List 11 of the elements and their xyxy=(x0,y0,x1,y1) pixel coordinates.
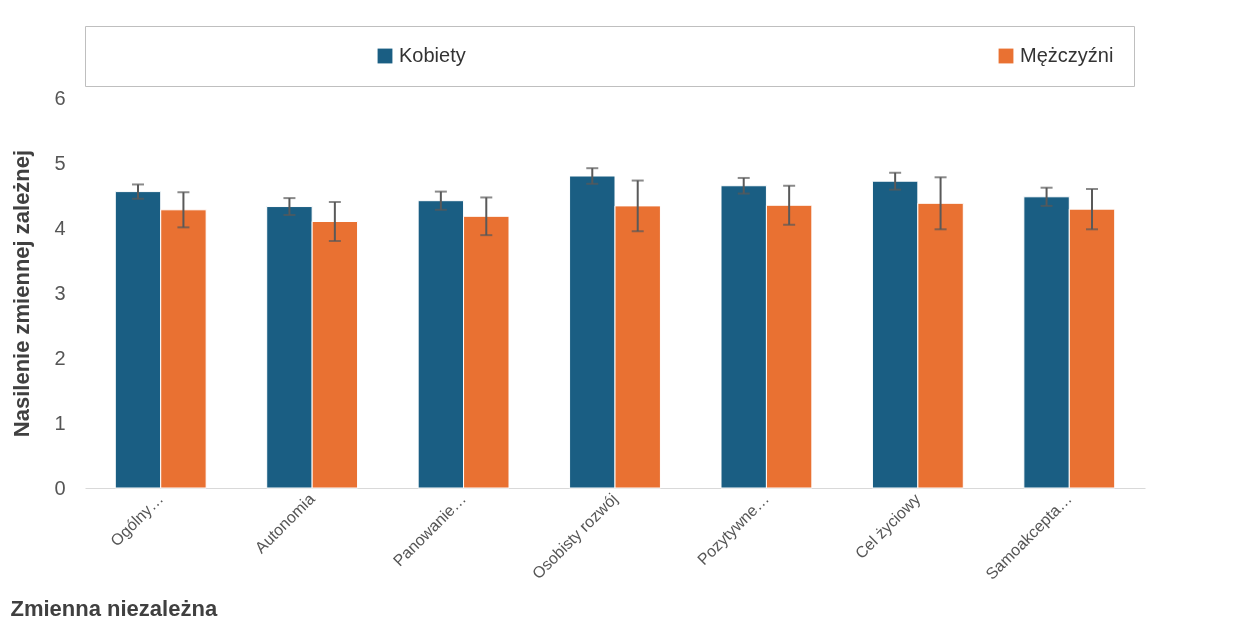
y-tick-label: 1 xyxy=(54,411,66,434)
y-tick-label: 5 xyxy=(54,151,66,174)
y-tick-label: 6 xyxy=(54,86,66,109)
y-tick-label: 0 xyxy=(54,476,66,499)
legend-label: Kobiety xyxy=(399,44,466,66)
y-tick-label: 2 xyxy=(54,346,66,369)
y-tick-label: 3 xyxy=(54,281,66,304)
legend-label: Mężczyźni xyxy=(1020,44,1114,66)
y-axis-title: Nasilenie zmiennej zależnej xyxy=(9,149,35,438)
x-axis-title: Zmienna niezależna xyxy=(10,595,218,621)
y-tick-label: 4 xyxy=(54,216,66,239)
